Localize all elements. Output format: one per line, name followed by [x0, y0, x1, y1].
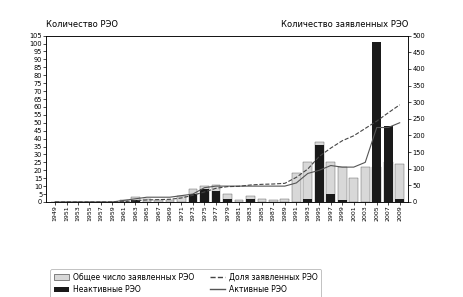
Bar — [337, 167, 346, 202]
Bar — [223, 199, 231, 202]
Bar — [383, 162, 392, 202]
Bar — [211, 191, 220, 202]
Bar — [200, 186, 208, 202]
Bar — [131, 200, 139, 202]
Bar — [119, 200, 128, 202]
Bar — [200, 189, 208, 202]
Bar — [165, 200, 174, 202]
Bar — [360, 167, 369, 202]
Text: Количество заявленных РЭО: Количество заявленных РЭО — [280, 20, 407, 29]
Bar — [280, 199, 288, 202]
Bar — [223, 194, 231, 202]
Bar — [303, 199, 312, 202]
Bar — [177, 196, 185, 202]
Bar — [245, 196, 254, 202]
Bar — [349, 178, 357, 202]
Text: Количество РЭО: Количество РЭО — [46, 20, 118, 29]
Bar — [383, 126, 392, 202]
Bar — [234, 200, 243, 202]
Bar — [337, 200, 346, 202]
Bar — [211, 184, 220, 202]
Bar — [394, 199, 403, 202]
Bar — [326, 194, 334, 202]
Bar — [372, 42, 380, 202]
Bar — [291, 173, 300, 202]
Bar — [269, 200, 277, 202]
Bar — [154, 200, 163, 202]
Bar — [314, 145, 323, 202]
Bar — [372, 167, 380, 202]
Bar — [142, 199, 151, 202]
Bar — [131, 197, 139, 202]
Bar — [326, 162, 334, 202]
Bar — [188, 194, 197, 202]
Bar — [188, 189, 197, 202]
Bar — [303, 162, 312, 202]
Bar — [245, 199, 254, 202]
Bar — [257, 199, 266, 202]
Bar — [314, 142, 323, 202]
Legend: Общее число заявленных РЭО, Неактивные РЭО, Доля заявленных РЭО, Активные РЭО: Общее число заявленных РЭО, Неактивные Р… — [50, 269, 321, 297]
Bar — [394, 164, 403, 202]
